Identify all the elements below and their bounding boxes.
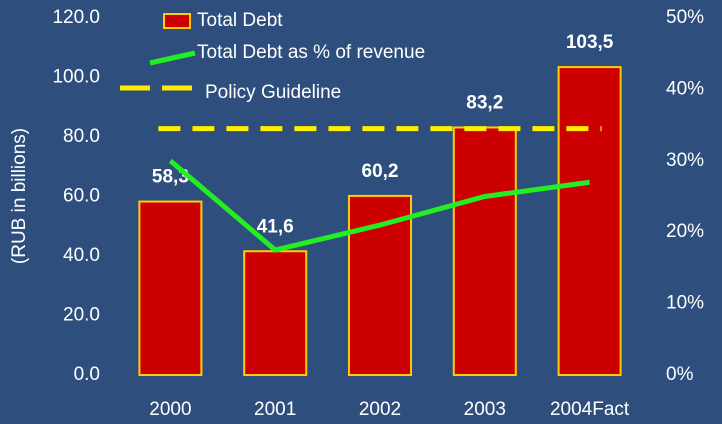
y-tick-label: 20.0 [63,305,100,326]
y-tick-label: 60.0 [63,186,100,207]
y-tick-label: 0.0 [74,364,100,385]
legend-swatch [163,13,191,29]
y2-tick-label: 0% [666,364,694,385]
y2-tick-label: 10% [666,293,704,314]
data-label: 103,5 [566,32,614,53]
legend-swatch [149,50,196,66]
data-label: 41,6 [257,216,294,237]
y-tick-label: 120.0 [52,7,100,28]
y2-tick-label: 40% [666,78,704,99]
legend-label: Policy Guideline [205,82,341,103]
x-tick-label: 2003 [464,399,506,420]
bar [452,126,517,377]
bar [138,200,203,376]
bar [243,250,308,377]
y2-tick-label: 50% [666,7,704,28]
data-label: 83,2 [466,92,503,113]
y-tick-label: 40.0 [63,245,100,266]
y-tick-label: 80.0 [63,126,100,147]
legend-label: Total Debt [197,10,283,31]
line-series [168,158,590,253]
x-tick-label: 2001 [254,399,296,420]
x-tick-label: 2002 [359,399,401,420]
x-tick-label: 2000 [149,399,191,420]
y2-tick-label: 20% [666,221,704,242]
data-label: 60,2 [362,161,399,182]
x-tick-label: 2004Fact [550,399,630,420]
y-axis-label: (RUB in billions) [9,128,30,264]
legend-label: Total Debt as % of revenue [197,42,425,63]
y2-tick-label: 30% [666,150,704,171]
y-tick-label: 100.0 [52,67,100,88]
bar [557,66,622,377]
